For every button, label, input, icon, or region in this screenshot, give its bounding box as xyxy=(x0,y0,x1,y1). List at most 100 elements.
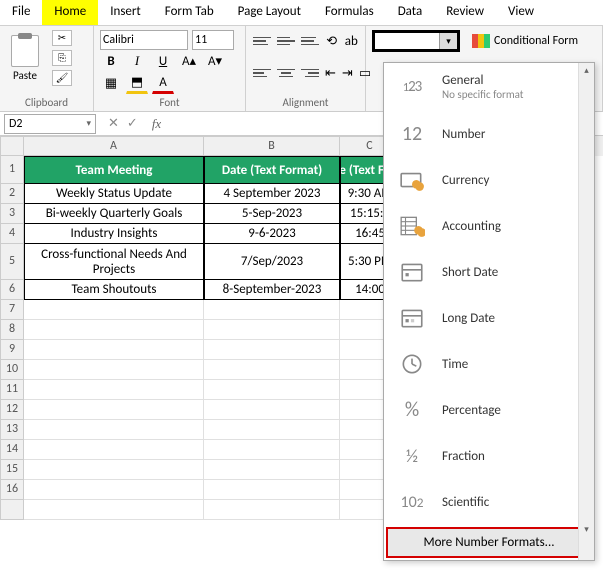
cell[interactable]: 5-Sep-2023 xyxy=(204,204,340,224)
cell[interactable] xyxy=(204,320,340,340)
cell[interactable]: 8-September-2023 xyxy=(204,280,340,300)
format-painter-icon[interactable]: 🖌 xyxy=(52,70,72,86)
cell[interactable]: Date (Text Format) xyxy=(204,156,340,184)
font-grow-icon[interactable]: A▴ xyxy=(178,50,200,72)
menu-pagelayout[interactable]: Page Layout xyxy=(226,0,313,25)
cell[interactable] xyxy=(204,340,340,360)
cell[interactable] xyxy=(204,380,340,400)
cell[interactable]: Bi-weekly Quarterly Goals xyxy=(24,204,204,224)
format-fraction[interactable]: ½ Fraction xyxy=(384,433,594,479)
conditional-format-button[interactable]: Conditional Form xyxy=(472,34,578,48)
row-header[interactable]: 11 xyxy=(0,380,24,400)
cell[interactable] xyxy=(204,480,340,500)
number-format-dropdown[interactable]: ▾ xyxy=(372,30,460,52)
cell[interactable] xyxy=(204,360,340,380)
menu-data[interactable]: Data xyxy=(386,0,435,25)
menu-view[interactable]: View xyxy=(496,0,546,25)
row-header[interactable]: 7 xyxy=(0,300,24,320)
row-header[interactable]: 9 xyxy=(0,340,24,360)
cell[interactable] xyxy=(204,420,340,440)
scroll-up-icon[interactable]: ▴ xyxy=(579,63,594,79)
row-header[interactable]: 2 xyxy=(0,184,24,204)
row-header[interactable]: 14 xyxy=(0,440,24,460)
col-header-b[interactable]: B xyxy=(204,136,340,156)
cell[interactable] xyxy=(24,460,204,480)
scrollbar[interactable]: ▴ ▾ xyxy=(578,63,594,560)
border-icon[interactable]: ▦ xyxy=(100,72,122,94)
enter-icon[interactable]: ✓ xyxy=(127,116,138,131)
align-middle-icon[interactable] xyxy=(276,30,296,52)
select-all-corner[interactable] xyxy=(0,136,24,156)
row-header[interactable] xyxy=(0,500,24,520)
row-header[interactable]: 10 xyxy=(0,360,24,380)
format-longdate[interactable]: Long Date xyxy=(384,295,594,341)
italic-button[interactable]: I xyxy=(126,50,148,72)
row-header[interactable]: 15 xyxy=(0,460,24,480)
cell[interactable] xyxy=(24,360,204,380)
bold-button[interactable]: B xyxy=(100,50,122,72)
cell[interactable] xyxy=(24,300,204,320)
wrap-text-icon[interactable]: ab xyxy=(344,30,360,52)
format-number[interactable]: 12 Number xyxy=(384,111,594,157)
cell[interactable] xyxy=(24,420,204,440)
cell[interactable] xyxy=(24,400,204,420)
cell[interactable] xyxy=(24,440,204,460)
cell[interactable] xyxy=(24,340,204,360)
format-shortdate[interactable]: Short Date xyxy=(384,249,594,295)
align-right-icon[interactable] xyxy=(300,62,320,84)
cell[interactable] xyxy=(204,460,340,480)
more-number-formats[interactable]: More Number Formats... xyxy=(386,527,592,558)
name-box[interactable]: D2 ▾ xyxy=(4,114,96,134)
row-header[interactable]: 4 xyxy=(0,224,24,244)
format-percentage[interactable]: % Percentage xyxy=(384,387,594,433)
align-top-icon[interactable] xyxy=(252,30,272,52)
cell[interactable] xyxy=(24,320,204,340)
align-center-icon[interactable] xyxy=(276,62,296,84)
row-header[interactable]: 3 xyxy=(0,204,24,224)
cell[interactable]: Industry Insights xyxy=(24,224,204,244)
scroll-down-icon[interactable]: ▾ xyxy=(579,522,594,538)
cell[interactable] xyxy=(24,380,204,400)
underline-button[interactable]: U xyxy=(152,50,174,72)
cell[interactable] xyxy=(24,480,204,500)
format-general[interactable]: 123 GeneralNo specific format xyxy=(384,63,594,111)
font-name-select[interactable] xyxy=(100,30,188,50)
indent-increase-icon[interactable]: ⇥ xyxy=(341,62,354,84)
fx-icon[interactable]: fx xyxy=(152,116,161,132)
cell[interactable]: Team Shoutouts xyxy=(24,280,204,300)
cut-icon[interactable]: ✂ xyxy=(52,30,72,46)
menu-file[interactable]: File xyxy=(0,0,42,25)
cell[interactable]: 4 September 2023 xyxy=(204,184,340,204)
cell[interactable] xyxy=(204,300,340,320)
cell[interactable]: Team Meeting xyxy=(24,156,204,184)
cell[interactable]: 7/Sep/2023 xyxy=(204,244,340,280)
paste-button[interactable]: Paste xyxy=(6,35,44,82)
cell[interactable] xyxy=(204,400,340,420)
cell[interactable] xyxy=(24,500,204,520)
align-left-icon[interactable] xyxy=(252,62,272,84)
row-header[interactable]: 13 xyxy=(0,420,24,440)
row-header[interactable]: 1 xyxy=(0,156,24,184)
fill-color-icon[interactable]: ⬒ xyxy=(126,72,148,94)
orientation-icon[interactable]: ⟲ xyxy=(324,30,340,52)
format-accounting[interactable]: Accounting xyxy=(384,203,594,249)
copy-icon[interactable]: ⎘ xyxy=(52,50,72,66)
font-shrink-icon[interactable]: A▾ xyxy=(204,50,226,72)
menu-formulas[interactable]: Formulas xyxy=(313,0,386,25)
cancel-icon[interactable]: ✕ xyxy=(108,116,119,131)
cell[interactable] xyxy=(204,500,340,520)
col-header-a[interactable]: A xyxy=(24,136,204,156)
format-scientific[interactable]: 102 Scientific xyxy=(384,479,594,525)
indent-decrease-icon[interactable]: ⇤ xyxy=(324,62,337,84)
menu-insert[interactable]: Insert xyxy=(98,0,153,25)
row-header[interactable]: 5 xyxy=(0,244,24,280)
menu-review[interactable]: Review xyxy=(434,0,496,25)
align-bottom-icon[interactable] xyxy=(300,30,320,52)
cell[interactable]: 9-6-2023 xyxy=(204,224,340,244)
cell[interactable]: Weekly Status Update xyxy=(24,184,204,204)
row-header[interactable]: 16 xyxy=(0,480,24,500)
format-time[interactable]: Time xyxy=(384,341,594,387)
cell[interactable] xyxy=(204,440,340,460)
menu-home[interactable]: Home xyxy=(42,0,98,25)
menu-formtab[interactable]: Form Tab xyxy=(153,0,226,25)
